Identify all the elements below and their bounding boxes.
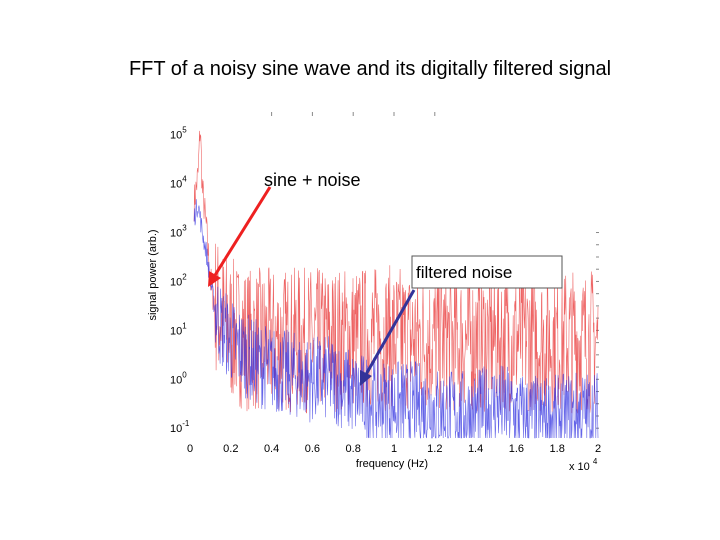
y-axis-label: signal power (arb.) [147,229,159,320]
annotation-box-filtered [411,255,563,289]
x-tick-label: 0.4 [264,443,279,455]
x-tick-label: 2 [595,443,601,455]
x-multiplier-base: x 10 [569,461,590,473]
x-axis-label: frequency (Hz) [356,458,428,470]
y-tick-label: 10-1 [170,419,190,435]
y-tick-label: 105 [170,126,187,142]
series-line-1 [193,199,599,439]
x-tick-label: 1.4 [468,443,483,455]
x-tick-label: 1.6 [509,443,524,455]
x-multiplier-exp: 4 [593,457,598,466]
annotation-sine-noise: sine + noise [264,170,361,190]
y-tick-label: 103 [170,224,187,240]
y-tick-labels: 10-1 100 101 102 103 104 105 [170,126,190,436]
top-axis-ticks [271,112,436,116]
arrow-sine-noise [210,186,272,281]
annotation-filtered-noise: filtered noise [416,263,512,282]
x-tick-label: 1.2 [427,443,442,455]
x-tick-label: 1.8 [550,443,565,455]
y-tick-label: 104 [170,175,187,191]
y-tick-label: 101 [170,321,187,337]
slide-title: FFT of a noisy sine wave and its digital… [128,58,612,80]
series-layer [193,130,599,439]
x-tick-label: 0.2 [223,443,238,455]
arrowhead-filtered-noise [360,370,372,386]
y-tick-label: 100 [170,370,187,386]
arrowhead-sine-noise [208,271,221,287]
x-tick-label: 1 [391,443,397,455]
x-tick-label: 0.8 [346,443,361,455]
y-tick-label: 102 [170,272,187,288]
x-tick-labels: 0 0.2 0.4 0.6 0.8 1 1.2 1.4 1.6 1.8 2 [187,443,601,455]
x-multiplier-label: x 10 4 [569,457,598,473]
arrow-filtered-noise [362,289,416,379]
x-tick-label: 0 [187,443,193,455]
x-tick-label: 0.6 [305,443,320,455]
